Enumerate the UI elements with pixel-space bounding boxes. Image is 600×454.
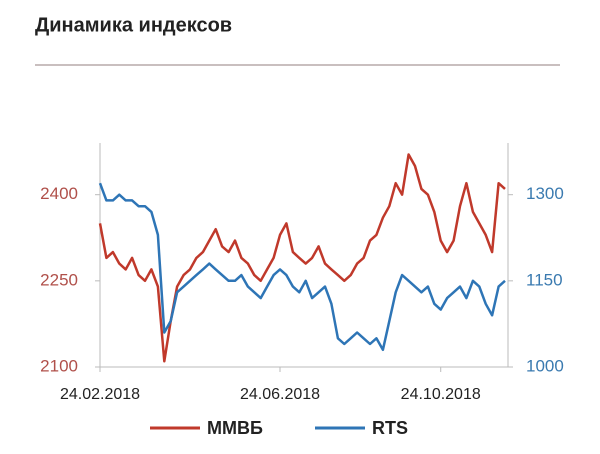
- y-tick-label: 2100: [40, 356, 78, 375]
- y2-tick-label: 1300: [526, 184, 564, 203]
- legend-label: ММВБ: [207, 418, 263, 438]
- y-tick-label: 2250: [40, 270, 78, 289]
- series-line: [98, 182, 506, 352]
- x-tick-label: 24.10.2018: [401, 386, 481, 403]
- x-tick-label: 24.02.2018: [60, 386, 140, 403]
- x-tick-label: 24.06.2018: [240, 386, 320, 403]
- chart-title: Динамика индексов: [35, 14, 232, 36]
- y2-tick-label: 1000: [526, 356, 564, 375]
- y2-tick-label: 1150: [526, 270, 563, 289]
- series-line: [98, 153, 506, 363]
- legend-label: RTS: [372, 418, 408, 438]
- y-tick-label: 2400: [40, 184, 78, 203]
